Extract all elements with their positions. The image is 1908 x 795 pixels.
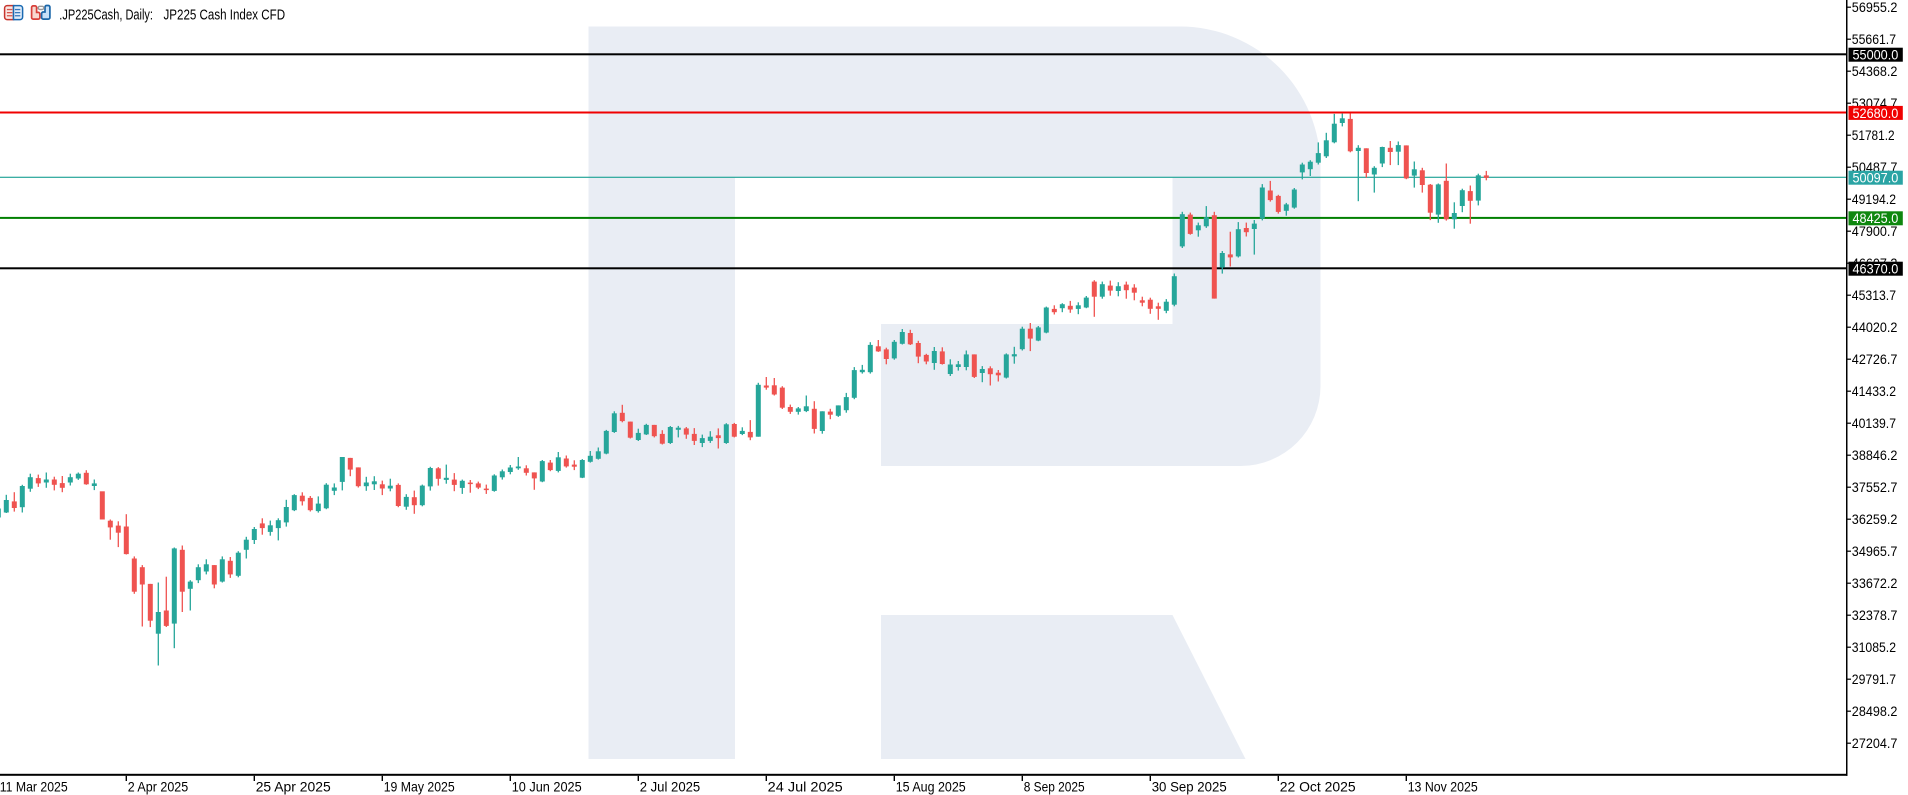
svg-text:55661.7: 55661.7: [1852, 31, 1896, 47]
svg-text:.JP225Cash, Daily:: .JP225Cash, Daily:: [59, 7, 153, 24]
svg-text:46370.0: 46370.0: [1853, 261, 1899, 277]
svg-text:2 Apr 2025: 2 Apr 2025: [128, 779, 189, 795]
svg-text:27204.7: 27204.7: [1852, 735, 1898, 751]
svg-text:13 Nov 2025: 13 Nov 2025: [1408, 779, 1478, 795]
svg-text:29791.7: 29791.7: [1852, 671, 1896, 687]
svg-text:45313.7: 45313.7: [1852, 287, 1896, 303]
svg-text:33672.2: 33672.2: [1852, 575, 1898, 591]
svg-text:15 Aug 2025: 15 Aug 2025: [896, 779, 966, 795]
svg-text:31085.2: 31085.2: [1852, 639, 1896, 655]
svg-text:49194.2: 49194.2: [1852, 191, 1896, 207]
svg-text:25 Apr 2025: 25 Apr 2025: [256, 779, 331, 795]
svg-text:32378.7: 32378.7: [1852, 607, 1898, 623]
svg-text:34965.7: 34965.7: [1852, 543, 1898, 559]
svg-text:JP225 Cash Index CFD: JP225 Cash Index CFD: [164, 7, 286, 24]
svg-text:24 Jul 2025: 24 Jul 2025: [768, 779, 843, 795]
svg-text:11 Mar 2025: 11 Mar 2025: [0, 779, 68, 795]
svg-text:10 Jun 2025: 10 Jun 2025: [512, 779, 582, 795]
svg-text:40139.7: 40139.7: [1852, 415, 1896, 431]
svg-text:55000.0: 55000.0: [1853, 47, 1899, 63]
svg-text:52680.0: 52680.0: [1853, 105, 1899, 121]
svg-text:37552.7: 37552.7: [1852, 479, 1898, 495]
svg-text:56955.2: 56955.2: [1852, 0, 1898, 15]
svg-text:22 Oct 2025: 22 Oct 2025: [1280, 779, 1356, 795]
svg-text:36259.2: 36259.2: [1852, 511, 1898, 527]
svg-text:41433.2: 41433.2: [1852, 383, 1896, 399]
svg-text:30 Sep 2025: 30 Sep 2025: [1152, 779, 1227, 795]
svg-text:19 May 2025: 19 May 2025: [384, 779, 455, 795]
svg-text:8 Sep 2025: 8 Sep 2025: [1024, 779, 1085, 795]
svg-text:42726.7: 42726.7: [1852, 351, 1898, 367]
svg-text:38846.2: 38846.2: [1852, 447, 1898, 463]
svg-text:28498.2: 28498.2: [1852, 703, 1898, 719]
svg-text:51781.2: 51781.2: [1852, 127, 1895, 143]
svg-text:50097.0: 50097.0: [1853, 170, 1899, 186]
svg-text:47900.7: 47900.7: [1852, 223, 1898, 239]
svg-text:2 Jul 2025: 2 Jul 2025: [640, 779, 701, 795]
svg-text:48425.0: 48425.0: [1853, 210, 1899, 226]
svg-text:54368.2: 54368.2: [1852, 63, 1898, 79]
svg-text:44020.2: 44020.2: [1852, 319, 1898, 335]
